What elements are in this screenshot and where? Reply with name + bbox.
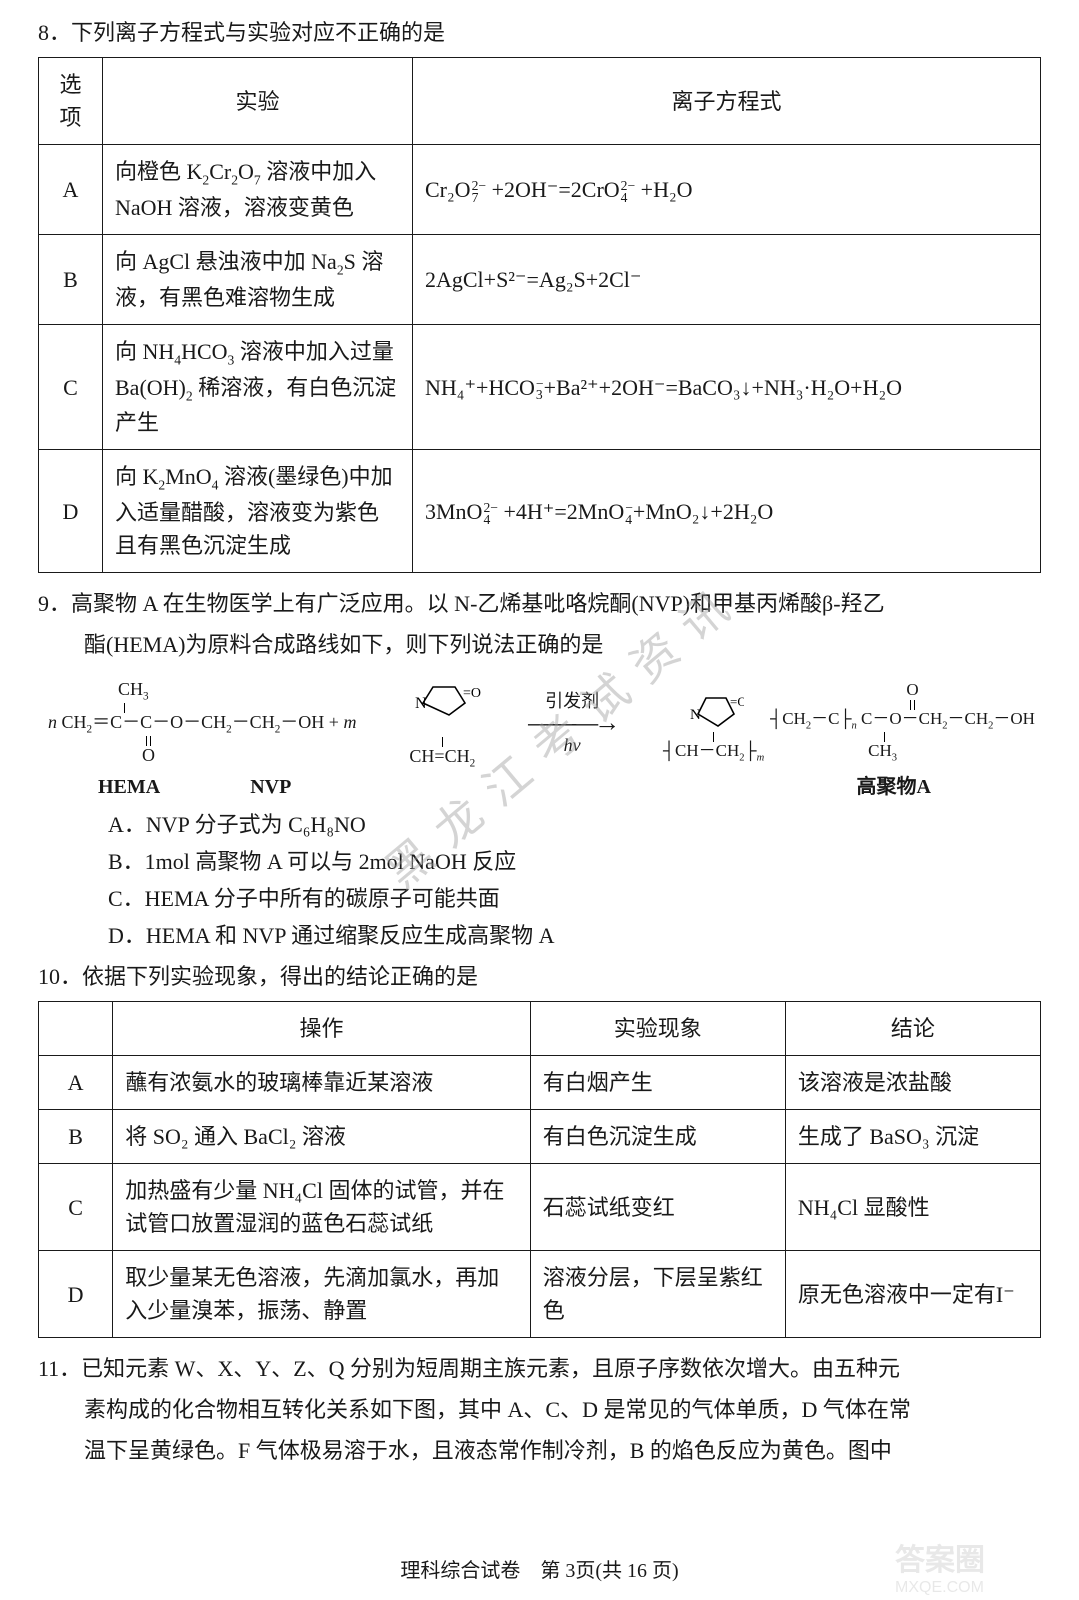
q8-h2: 离子方程式 (413, 58, 1041, 145)
table-row: B 将 SO₂ 通入 BaCl₂ 溶液 有白色沉淀生成 生成了 BaSO₃ 沉淀 (39, 1110, 1041, 1164)
q10-a-opt: A (39, 1056, 113, 1110)
hema-structure: CH3 n CH2＝C－C－O－CH2－CH2－OH + m O (48, 680, 356, 766)
q10-b-opt: B (39, 1110, 113, 1164)
table-row: C 向 NH4HCO3 溶液中加入过量 Ba(OH)2 稀溶液，有白色沉淀产生 … (39, 324, 1041, 450)
svg-text:=O: =O (730, 694, 744, 709)
q8-prompt: 8．下列离子方程式与实验对应不正确的是 (38, 16, 1041, 49)
q10-d-opt: D (39, 1251, 113, 1338)
polymer-structure: N =O ┤CH－CH2├m O ┤CH2－C├n C－O－CH2－CH2－OH… (663, 681, 1035, 764)
page-footer: 理科综合试卷 第 3页(共 16 页) (0, 1556, 1079, 1586)
q10-b-cl: 生成了 BaSO₃ 沉淀 (785, 1110, 1040, 1164)
q10-h3: 结论 (785, 1002, 1040, 1056)
q8-c-opt: C (39, 324, 103, 450)
q10-a-cl: 该溶液是浓盐酸 (785, 1056, 1040, 1110)
q9-opt-b: B．1mol 高聚物 A 可以与 2mol NaOH 反应 (108, 845, 1041, 878)
svg-text:=O: =O (463, 686, 481, 701)
q11-line3: 温下呈黄绿色。F 气体极易溶于水，且液态常作制冷剂，B 的焰色反应为黄色。图中 (38, 1434, 1041, 1467)
q10-d-op: 取少量某无色溶液，先滴加氯水，再加入少量溴苯，振荡、静置 (113, 1251, 531, 1338)
nvp-label: NVP (250, 772, 291, 802)
q10-b-ph: 有白色沉淀生成 (530, 1110, 785, 1164)
q8-d-opt: D (39, 450, 103, 573)
q10-d-ph: 溶液分层，下层呈紫红色 (530, 1251, 785, 1338)
q10-d-cl: 原无色溶液中一定有I⁻ (785, 1251, 1040, 1338)
nvp-structure: N =O CH=CH2 (403, 675, 481, 770)
table-row: A 向橙色 K2Cr2O7 溶液中加入 NaOH 溶液，溶液变黄色 Cr₂O2−… (39, 145, 1041, 235)
q8-h0: 选项 (39, 58, 103, 145)
q8-a-eq: Cr₂O2−7 +2OH⁻=2CrO2−4 +H₂O (413, 145, 1041, 235)
q10-c-cl: NH₄Cl 显酸性 (785, 1164, 1040, 1251)
q8-b-opt: B (39, 234, 103, 324)
q10-a-ph: 有白烟产生 (530, 1056, 785, 1110)
q8-table: 选项 实验 离子方程式 A 向橙色 K2Cr2O7 溶液中加入 NaOH 溶液，… (38, 57, 1041, 573)
q9-labels: HEMA NVP 高聚物A (38, 772, 1041, 802)
q10-c-opt: C (39, 1164, 113, 1251)
q10-c-op: 加热盛有少量 NH₄Cl 固体的试管，并在试管口放置湿润的蓝色石蕊试纸 (113, 1164, 531, 1251)
q10-a-op: 蘸有浓氨水的玻璃棒靠近某溶液 (113, 1056, 531, 1110)
q10-prompt: 10．依据下列实验现象，得出的结论正确的是 (38, 960, 1041, 993)
q8-c-exp: 向 NH4HCO3 溶液中加入过量 Ba(OH)2 稀溶液，有白色沉淀产生 (103, 324, 413, 450)
q9-opt-a: A．NVP 分子式为 C₆H₈NO (108, 808, 1041, 841)
q8-b-eq: 2AgCl+S²⁻=Ag₂S+2Cl⁻ (413, 234, 1041, 324)
table-row: C 加热盛有少量 NH₄Cl 固体的试管，并在试管口放置湿润的蓝色石蕊试纸 石蕊… (39, 1164, 1041, 1251)
q8-a-opt: A (39, 145, 103, 235)
q11-line2: 素构成的化合物相互转化关系如下图，其中 A、C、D 是常见的气体单质，D 气体在… (38, 1393, 1041, 1426)
q9-line2: 酯(HEMA)为原料合成路线如下，则下列说法正确的是 (38, 628, 1041, 661)
arrow-bottom-label: hv (564, 736, 581, 754)
table-row: A 蘸有浓氨水的玻璃棒靠近某溶液 有白烟产生 该溶液是浓盐酸 (39, 1056, 1041, 1110)
table-row: D 向 K2MnO4 溶液(墨绿色)中加入适量醋酸，溶液变为紫色且有黑色沉淀生成… (39, 450, 1041, 573)
table-row: B 向 AgCl 悬浊液中加 Na2S 溶液，有黑色难溶物生成 2AgCl+S²… (39, 234, 1041, 324)
prod-label: 高聚物A (857, 772, 931, 802)
arrow-top-label: 引发剂 (545, 692, 599, 710)
q8-d-eq: 3MnO2−4 +4H⁺=2MnO−4+MnO₂↓+2H₂O (413, 450, 1041, 573)
svg-text:N: N (415, 695, 427, 712)
q10-h2: 实验现象 (530, 1002, 785, 1056)
reaction-arrow: 引发剂 ———→ hv (528, 692, 616, 754)
q10-b-op: 将 SO₂ 通入 BaCl₂ 溶液 (113, 1110, 531, 1164)
q9-opt-c: C．HEMA 分子中所有的碳原子可能共面 (108, 882, 1041, 915)
q8-d-exp: 向 K2MnO4 溶液(墨绿色)中加入适量醋酸，溶液变为紫色且有黑色沉淀生成 (103, 450, 413, 573)
q10-table: 操作 实验现象 结论 A 蘸有浓氨水的玻璃棒靠近某溶液 有白烟产生 该溶液是浓盐… (38, 1001, 1041, 1338)
q8-b-exp: 向 AgCl 悬浊液中加 Na2S 溶液，有黑色难溶物生成 (103, 234, 413, 324)
hema-label: HEMA (98, 772, 160, 802)
q10-header-row: 操作 实验现象 结论 (39, 1002, 1041, 1056)
q10-c-ph: 石蕊试纸变红 (530, 1164, 785, 1251)
q10-h1: 操作 (113, 1002, 531, 1056)
q8-h1: 实验 (103, 58, 413, 145)
svg-text:N: N (690, 707, 701, 723)
q9-line1: 9．高聚物 A 在生物医学上有广泛应用。以 N-乙烯基吡咯烷酮(NVP)和甲基丙… (38, 587, 1041, 620)
q9-opt-d: D．HEMA 和 NVP 通过缩聚反应生成高聚物 A (108, 919, 1041, 952)
q9-scheme: CH3 n CH2＝C－C－O－CH2－CH2－OH + m O N =O CH… (38, 667, 1041, 772)
q8-a-exp: 向橙色 K2Cr2O7 溶液中加入 NaOH 溶液，溶液变黄色 (103, 145, 413, 235)
q11-line1: 11．已知元素 W、X、Y、Z、Q 分别为短周期主族元素，且原子序数依次增大。由… (38, 1352, 1041, 1385)
table-row: D 取少量某无色溶液，先滴加氯水，再加入少量溴苯，振荡、静置 溶液分层，下层呈紫… (39, 1251, 1041, 1338)
q8-c-eq: NH₄⁺+HCO−3+Ba²⁺+2OH⁻=BaCO₃↓+NH₃·H₂O+H₂O (413, 324, 1041, 450)
q8-header-row: 选项 实验 离子方程式 (39, 58, 1041, 145)
q10-h0 (39, 1002, 113, 1056)
q9-options: A．NVP 分子式为 C₆H₈NO B．1mol 高聚物 A 可以与 2mol … (38, 808, 1041, 952)
